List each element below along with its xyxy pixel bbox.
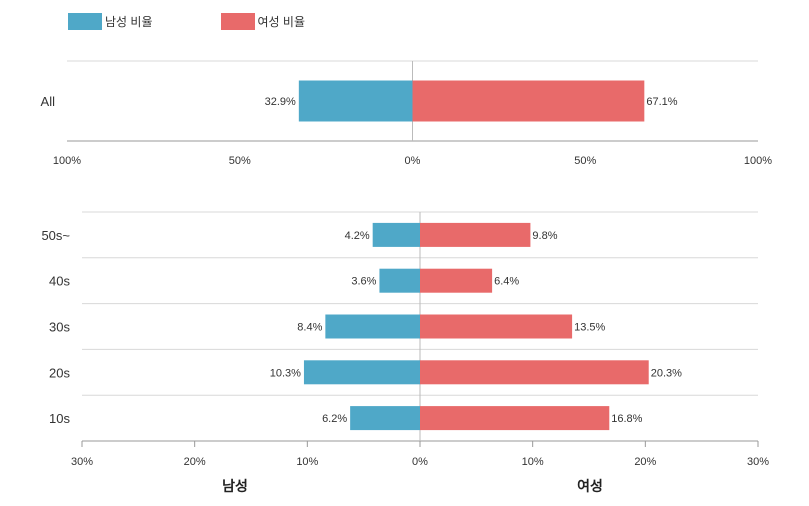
legend: 남성 비율 여성 비율 — [68, 12, 373, 30]
tick-label: 50% — [229, 155, 251, 167]
bar-female — [420, 406, 610, 431]
data-label-female: 20.3% — [651, 367, 682, 379]
bar-female — [412, 80, 645, 122]
bar-male — [325, 314, 420, 339]
tick-label: 20% — [184, 456, 206, 468]
category-label: 40s — [49, 274, 70, 289]
legend-swatch-male — [68, 12, 102, 30]
data-label-female: 9.8% — [532, 230, 557, 242]
legend-label-male: 남성 비율 — [105, 14, 153, 29]
tick-label: 10% — [522, 456, 544, 468]
legend-item-male[interactable]: 남성 비율 — [68, 12, 153, 30]
data-label-male: 8.4% — [297, 322, 322, 334]
tick-label: 50% — [574, 155, 596, 167]
tick-label: 30% — [71, 456, 93, 468]
bar-female — [420, 360, 649, 385]
data-label-male: 4.2% — [345, 230, 370, 242]
side-label-male: 남성 — [222, 478, 248, 494]
tick-label: 0% — [405, 155, 421, 167]
data-label-male: 10.3% — [270, 367, 301, 379]
legend-label-female: 여성 비율 — [257, 14, 306, 29]
data-label-male: 32.9% — [265, 96, 296, 108]
category-label: 20s — [49, 365, 70, 380]
tick-label: 20% — [634, 456, 656, 468]
tick-label: 100% — [53, 155, 81, 167]
bar-female — [420, 314, 573, 339]
tick-label: 0% — [412, 456, 428, 468]
legend-item-female[interactable]: 여성 비율 — [220, 12, 306, 30]
data-label-female: 16.8% — [611, 413, 642, 425]
bar-male — [303, 360, 420, 385]
tick-label: 10% — [296, 456, 318, 468]
side-label-female: 여성 — [577, 478, 603, 494]
data-label-male: 3.6% — [351, 276, 376, 288]
bar-male — [350, 406, 420, 431]
category-label: 10s — [49, 411, 70, 426]
data-label-female: 67.1% — [646, 96, 677, 108]
bar-female — [420, 222, 531, 247]
data-label-female: 6.4% — [494, 276, 519, 288]
tick-label: 100% — [744, 155, 772, 167]
data-label-male: 6.2% — [322, 413, 347, 425]
category-label: All — [41, 94, 56, 109]
legend-swatch-female — [220, 12, 255, 30]
bar-male — [372, 222, 420, 247]
bar-male — [298, 80, 413, 122]
tick-label: 30% — [747, 456, 769, 468]
category-label: 30s — [49, 320, 70, 335]
bar-male — [379, 268, 420, 293]
bar-female — [420, 268, 493, 293]
data-label-female: 13.5% — [574, 322, 605, 334]
category-label: 50s~ — [41, 228, 70, 243]
